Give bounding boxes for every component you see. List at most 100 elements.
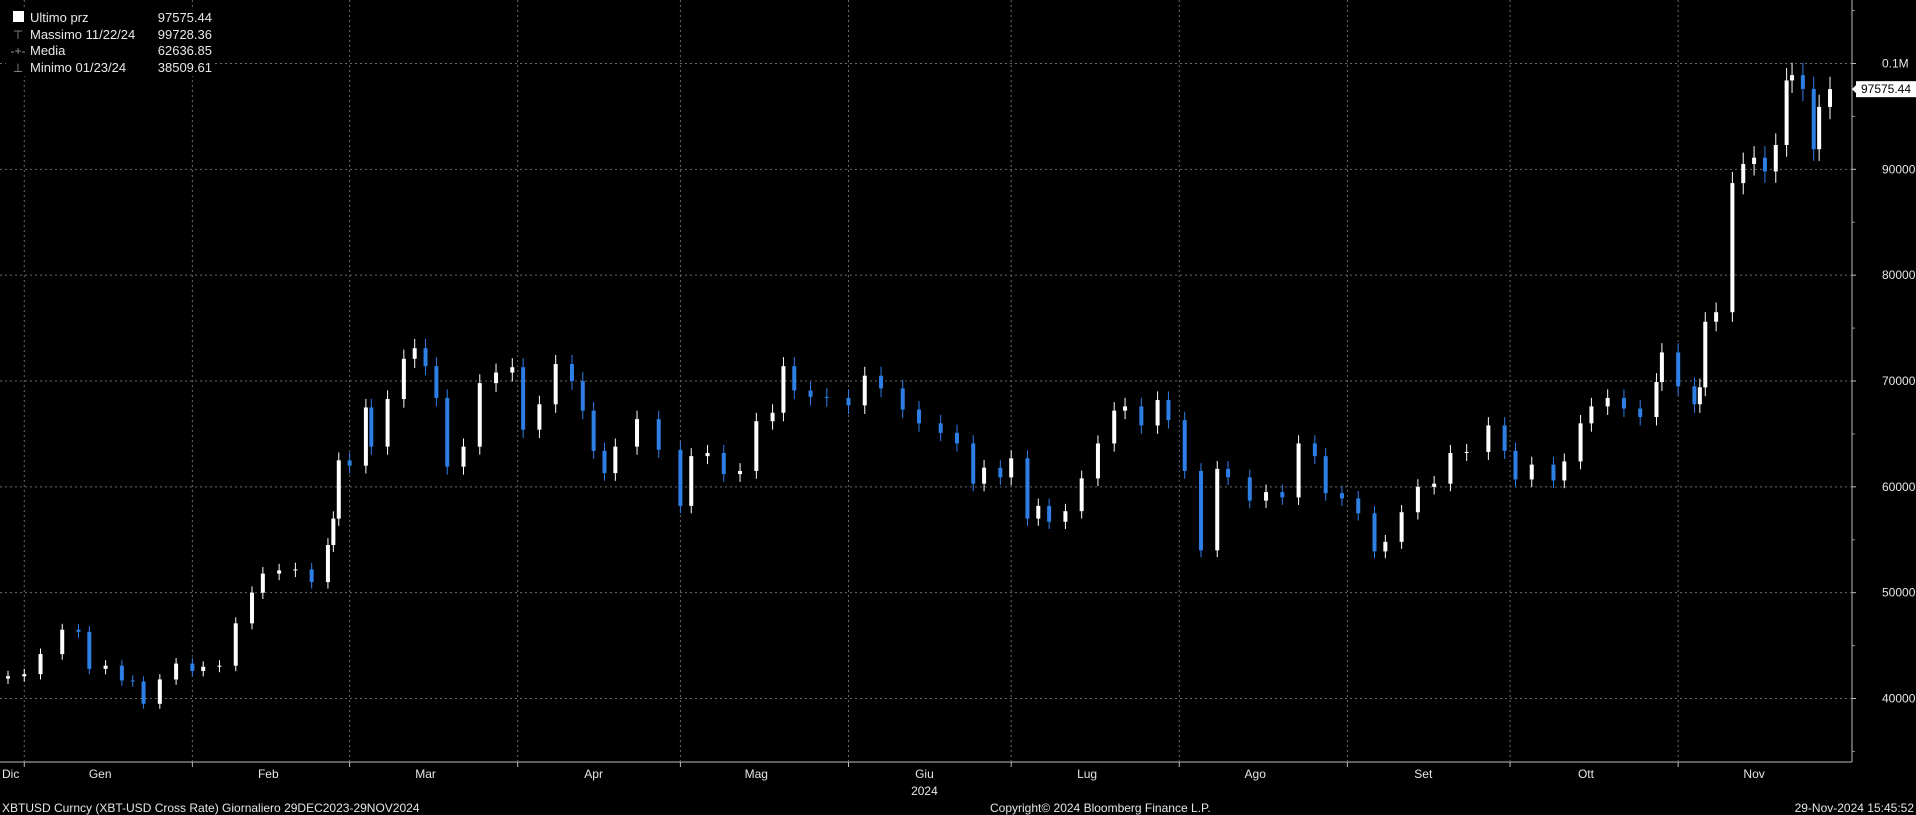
candle-body [900,388,905,410]
y-tick-label: 0.1M [1882,57,1909,71]
candle-body [1752,157,1757,165]
candle-body [510,367,515,373]
x-tick-label: Apr [584,767,603,781]
candle-body [119,665,124,681]
candle-body [1621,397,1626,409]
candle-body [808,390,813,397]
candle-body [1773,144,1778,172]
candle-body [1605,397,1610,407]
candle-body [1692,386,1697,405]
footer-copyright: Copyright© 2024 Bloomberg Finance L.P. [990,801,1211,815]
candle-body [1654,382,1659,417]
legend-row-low: ⊥ Minimo 01/23/24 38509.61 [6,60,212,77]
candle-body [1448,452,1453,484]
candle-body [250,592,255,624]
y-tick-label: 60000 [1882,480,1916,494]
candle-body [1323,456,1328,494]
candle-body [1529,464,1534,480]
candle-body [217,665,222,667]
candle-body [369,407,374,447]
chart-legend: Ultimo prz 97575.44 ⊤ Massimo 11/22/24 9… [6,10,212,76]
candle-body [233,623,238,666]
candle-body [1486,425,1491,452]
candle-body [721,452,726,475]
candle-body [1638,408,1643,417]
candle-body [591,410,596,451]
candle-body [76,629,81,632]
candle-body [201,666,206,671]
last-price-label: 97575.44 [1861,82,1911,96]
legend-row-last-price: Ultimo prz 97575.44 [6,10,212,27]
candle-body [1095,443,1100,479]
x-tick-label: Dic [2,767,19,781]
candle-body [1047,505,1052,522]
last-price-tag-pointer [1852,84,1857,95]
x-tick-label: Lug [1077,767,1097,781]
candle-body [445,397,450,467]
candle-body [521,367,526,430]
candle-body [537,404,542,430]
candle-body [412,348,417,359]
candle-body [1372,513,1377,552]
x-tick-label: Set [1414,767,1433,781]
last-price-tag [1856,81,1916,98]
candle-body [1025,458,1030,519]
footer-timestamp: 29-Nov-2024 15:45:52 [1794,801,1914,815]
last-price-square-icon [6,10,30,27]
candle-body [1562,461,1567,481]
candle-body [1790,75,1795,81]
candle-body [1828,89,1832,107]
candle-body [22,674,27,677]
candle-body [477,383,482,447]
y-tick-label: 50000 [1882,586,1916,600]
candle-body [1215,468,1220,551]
candle-body [1578,423,1583,462]
candle-body [309,569,314,583]
candle-body [1784,80,1789,145]
candle-body [494,372,499,384]
candle-body [998,467,1003,478]
candle-body [336,460,341,519]
candle-body [1741,164,1746,184]
candle-body [602,450,607,474]
candle-body [1063,511,1068,522]
candle-body [293,569,298,571]
candle-body [347,460,352,466]
candle-body [1399,512,1404,542]
candle-body [846,397,851,406]
x-tick-label: Giu [915,767,934,781]
x-tick-label: Nov [1743,767,1764,781]
x-year-label: 2024 [911,784,938,798]
candle-body [1817,106,1822,150]
candle-body [1009,458,1014,478]
candle-body [157,679,162,704]
candle-body [363,407,368,466]
candle-body [1280,492,1285,498]
candle-body [938,423,943,433]
candle-body [705,452,710,457]
candle-body [954,432,959,444]
candle-body [1676,352,1681,387]
candle-body [1703,321,1708,388]
y-tick-label: 40000 [1882,692,1916,706]
candle-body [613,446,618,474]
candle-body [260,573,265,593]
candle-body [1659,352,1664,383]
candle-body [1356,498,1361,514]
candle-body [461,446,466,467]
candle-body [1112,410,1117,444]
candle-body [331,518,336,546]
candle-body [423,348,428,367]
y-tick-label: 90000 [1882,162,1916,176]
candle-body [1036,505,1041,519]
candle-body [401,358,406,399]
candle-body [190,663,195,671]
legend-row-high: ⊤ Massimo 11/22/24 99728.36 [6,27,212,44]
candle-body [1800,75,1805,89]
candle-body [580,381,585,411]
candle-body [141,681,146,704]
candle-body [277,570,282,574]
candle-body [917,409,921,424]
candle-body [60,629,65,655]
